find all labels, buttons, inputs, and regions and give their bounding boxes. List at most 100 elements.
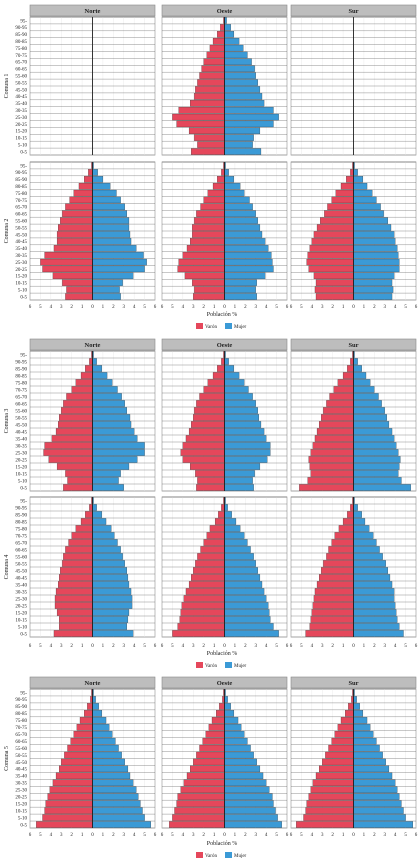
- bar-mujer: [353, 560, 386, 567]
- age-tick-label: 40-45: [15, 240, 27, 245]
- x-tick-label: 1: [213, 644, 216, 649]
- x-tick-label: 3: [384, 833, 387, 838]
- age-tick-label: 45-50: [15, 761, 27, 766]
- bar-varon: [180, 449, 225, 456]
- bar-varon: [212, 372, 225, 379]
- bar-mujer: [353, 449, 399, 456]
- x-axis-label: Población %: [207, 312, 238, 318]
- bar-varon: [303, 814, 354, 821]
- age-tick-label: 40-45: [15, 576, 27, 581]
- bar-varon: [59, 765, 93, 773]
- bar-varon: [335, 189, 354, 197]
- bar-mujer: [353, 758, 386, 766]
- bar-varon: [63, 400, 93, 407]
- x-tick-label: 5: [143, 644, 146, 649]
- bar-mujer: [224, 567, 258, 574]
- bar-mujer: [224, 245, 269, 252]
- bar-mujer: [92, 258, 147, 266]
- x-tick-label: 3: [123, 644, 126, 649]
- bar-varon: [310, 616, 354, 623]
- bar-mujer: [224, 251, 272, 259]
- age-tick-label: 10-15: [15, 618, 27, 623]
- bar-varon: [311, 609, 354, 616]
- bar-mujer: [224, 272, 266, 280]
- age-tick-label: 25-30: [15, 597, 27, 602]
- bar-mujer: [224, 730, 245, 738]
- bar-varon: [316, 581, 354, 588]
- pyramid-panel: [290, 350, 417, 492]
- x-tick-label: 4: [311, 644, 314, 649]
- bar-mujer: [224, 477, 253, 484]
- x-tick-label: 5: [143, 305, 146, 310]
- bar-varon: [350, 169, 354, 176]
- bar-mujer: [353, 504, 358, 511]
- x-tick-label: 4: [133, 644, 136, 649]
- bar-mujer: [224, 814, 278, 821]
- bar-varon: [314, 588, 354, 595]
- x-tick-label: 6: [290, 305, 293, 310]
- bar-varon: [67, 744, 93, 752]
- bar-mujer: [353, 581, 393, 588]
- x-tick-label: 0: [223, 305, 226, 310]
- bar-varon: [195, 470, 225, 477]
- bar-varon: [202, 737, 225, 745]
- bar-varon: [188, 581, 225, 588]
- bar-varon: [180, 609, 225, 616]
- bar-mujer: [224, 574, 261, 581]
- bar-mujer: [92, 730, 113, 738]
- x-tick-label: 5: [300, 305, 303, 310]
- bar-varon: [62, 210, 93, 217]
- bar-mujer: [224, 717, 239, 724]
- bar-varon: [191, 148, 225, 155]
- x-tick-label: 2: [202, 305, 205, 310]
- x-tick-label: 3: [60, 644, 63, 649]
- bar-mujer: [224, 379, 245, 386]
- x-tick-label: 3: [192, 644, 195, 649]
- bar-varon: [209, 525, 225, 532]
- bar-mujer: [224, 372, 240, 379]
- x-tick-label: 1: [81, 644, 84, 649]
- bar-mujer: [92, 539, 118, 546]
- bar-varon: [193, 567, 225, 574]
- bar-varon: [326, 553, 354, 560]
- bar-varon: [174, 807, 225, 814]
- age-tick-label: 30-35: [15, 782, 27, 787]
- bar-mujer: [353, 518, 366, 525]
- x-tick-label: 5: [404, 305, 407, 310]
- bar-varon: [47, 793, 93, 800]
- bar-mujer: [224, 224, 261, 231]
- bar-mujer: [353, 511, 362, 518]
- bar-mujer: [353, 414, 387, 421]
- bar-mujer: [224, 279, 257, 286]
- bar-mujer: [92, 238, 132, 245]
- bar-mujer: [224, 134, 254, 141]
- bar-mujer: [353, 553, 383, 560]
- x-tick-label: 6: [154, 305, 157, 310]
- x-tick-label: 6: [415, 833, 418, 838]
- bar-varon: [199, 744, 225, 752]
- bar-mujer: [224, 553, 254, 560]
- bar-mujer: [224, 421, 262, 428]
- bar-varon: [307, 251, 354, 259]
- bar-varon: [311, 238, 354, 245]
- bar-mujer: [353, 821, 413, 828]
- legend-swatch-mujer: [225, 852, 232, 858]
- bar-varon: [206, 51, 225, 59]
- bar-mujer: [224, 24, 231, 31]
- bar-mujer: [353, 251, 399, 259]
- bar-varon: [194, 93, 225, 100]
- bar-varon: [201, 65, 225, 72]
- bar-varon: [203, 539, 225, 546]
- bar-mujer: [92, 724, 110, 731]
- bar-mujer: [353, 696, 357, 703]
- region-header-label: Oeste: [217, 342, 233, 349]
- x-tick-label: 4: [133, 833, 136, 838]
- x-tick-label: 6: [290, 833, 293, 838]
- bar-mujer: [224, 286, 256, 293]
- bar-varon: [79, 717, 93, 724]
- bar-mujer: [224, 44, 244, 52]
- x-tick-label: 2: [112, 644, 115, 649]
- bar-varon: [316, 224, 354, 231]
- age-tick-label: 35-40: [15, 247, 27, 252]
- bar-mujer: [353, 217, 388, 224]
